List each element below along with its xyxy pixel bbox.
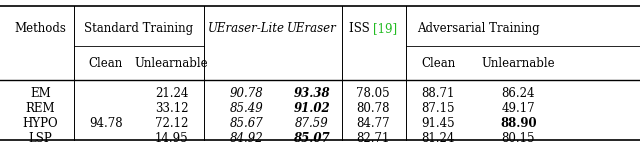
Text: 90.78: 90.78 bbox=[230, 87, 263, 100]
Text: 80.15: 80.15 bbox=[502, 132, 535, 143]
Text: 94.78: 94.78 bbox=[89, 117, 122, 130]
Text: 49.17: 49.17 bbox=[502, 102, 535, 115]
Text: [19]: [19] bbox=[373, 22, 397, 35]
Text: Clean: Clean bbox=[88, 57, 123, 70]
Text: 82.71: 82.71 bbox=[356, 132, 390, 143]
Text: Unlearnable: Unlearnable bbox=[134, 57, 209, 70]
Text: 78.05: 78.05 bbox=[356, 87, 390, 100]
Text: 33.12: 33.12 bbox=[155, 102, 188, 115]
Text: 81.24: 81.24 bbox=[422, 132, 455, 143]
Text: Clean: Clean bbox=[421, 57, 456, 70]
Text: UEraser-Lite: UEraser-Lite bbox=[208, 22, 285, 35]
Text: 21.24: 21.24 bbox=[155, 87, 188, 100]
Text: 88.71: 88.71 bbox=[422, 87, 455, 100]
Text: 88.90: 88.90 bbox=[500, 117, 537, 130]
Text: 72.12: 72.12 bbox=[155, 117, 188, 130]
Text: 84.77: 84.77 bbox=[356, 117, 390, 130]
Text: 87.15: 87.15 bbox=[422, 102, 455, 115]
Text: Methods: Methods bbox=[14, 22, 67, 35]
Text: 91.45: 91.45 bbox=[422, 117, 455, 130]
Text: 85.49: 85.49 bbox=[230, 102, 263, 115]
Text: HYPO: HYPO bbox=[22, 117, 58, 130]
Text: Unlearnable: Unlearnable bbox=[481, 57, 556, 70]
Text: 93.38: 93.38 bbox=[293, 87, 330, 100]
Text: 85.07: 85.07 bbox=[293, 132, 330, 143]
Text: 87.59: 87.59 bbox=[295, 117, 328, 130]
Text: EM: EM bbox=[30, 87, 51, 100]
Text: 86.24: 86.24 bbox=[502, 87, 535, 100]
Text: Adversarial Training: Adversarial Training bbox=[417, 22, 540, 35]
Text: 85.67: 85.67 bbox=[230, 117, 263, 130]
Text: Standard Training: Standard Training bbox=[84, 22, 193, 35]
Text: 84.92: 84.92 bbox=[230, 132, 263, 143]
Text: 91.02: 91.02 bbox=[293, 102, 330, 115]
Text: LSP: LSP bbox=[28, 132, 52, 143]
Text: 14.95: 14.95 bbox=[155, 132, 188, 143]
Text: 80.78: 80.78 bbox=[356, 102, 390, 115]
Text: REM: REM bbox=[26, 102, 55, 115]
Text: ISS: ISS bbox=[349, 22, 373, 35]
Text: UEraser: UEraser bbox=[287, 22, 337, 35]
